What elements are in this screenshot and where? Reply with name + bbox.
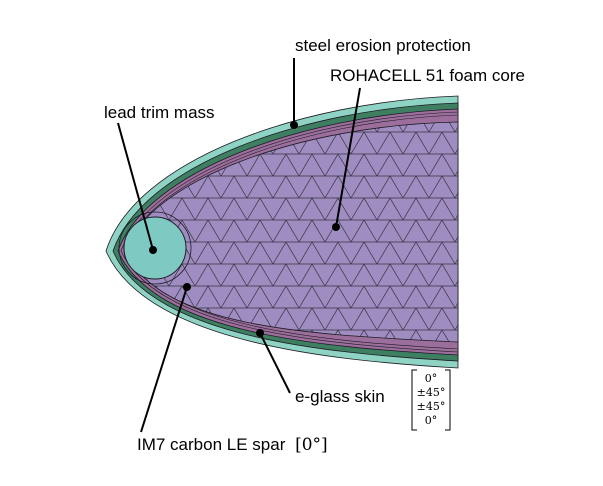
matrix-right-bracket [445,369,451,431]
layup-ply-3: ±45° [417,400,446,413]
leader-spar [140,286,188,433]
dot-foam [332,223,340,231]
dot-lead [149,246,157,254]
label-im7-spar-text: IM7 carbon LE spar [137,435,286,454]
matrix-left-bracket [411,369,417,431]
label-im7-spar-angle: [0°] [295,435,328,455]
leader-foam [335,87,361,228]
label-lead-trim-mass: lead trim mass [104,103,215,122]
dot-spar [183,283,191,291]
layup-ply-4: 0° [425,414,438,427]
skin-layup-matrix: 0° ±45° ±45° 0° [411,369,451,431]
leader-lines [117,58,361,433]
label-im7-spar: IM7 carbon LE spar [0°] [137,435,328,455]
leader-lead [117,122,154,251]
layup-ply-1: 0° [425,372,438,385]
label-rohacell-foam-core: ROHACELL 51 foam core [330,66,525,85]
leader-skin [259,332,291,394]
label-eglass-skin: e-glass skin [295,387,385,406]
label-steel-erosion-protection: steel erosion protection [295,36,471,55]
leader-dots [149,121,340,337]
lead-trim-mass-ring [118,211,192,285]
layup-ply-2: ±45° [417,386,446,399]
dot-steel [290,121,298,129]
dot-skin [256,329,264,337]
